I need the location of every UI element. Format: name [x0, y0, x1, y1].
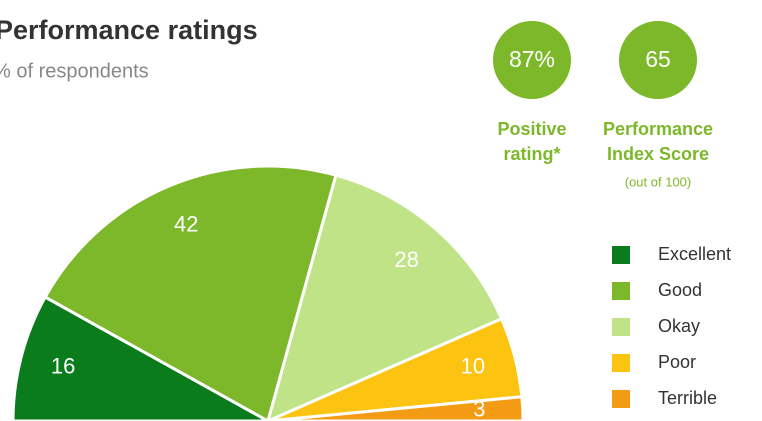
kpi-label: Index Score — [607, 144, 709, 164]
pie-slice — [266, 173, 504, 421]
legend-label: Excellent — [658, 244, 731, 264]
kpi-note: (out of 100) — [625, 174, 692, 189]
legend-swatch — [612, 318, 630, 336]
kpi-label: rating* — [503, 144, 560, 164]
pie-slice — [43, 164, 338, 421]
legend-label: Good — [658, 280, 702, 300]
data-label: 16 — [51, 354, 75, 379]
kpi-circle — [619, 21, 697, 99]
legend-label: Okay — [658, 316, 700, 336]
data-label: 3 — [473, 397, 485, 421]
kpi-value: 87% — [509, 46, 555, 72]
data-label: 10 — [461, 354, 485, 379]
legend-label: Poor — [658, 352, 696, 372]
legend-swatch — [612, 282, 630, 300]
legend-swatch — [612, 246, 630, 264]
legend-swatch — [612, 390, 630, 408]
data-label: 42 — [174, 212, 198, 237]
legend-swatch — [612, 354, 630, 372]
kpi-label: Positive — [497, 119, 566, 139]
chart-subtitle: % of respondents — [0, 60, 149, 82]
kpi-label: Performance — [603, 119, 713, 139]
data-label: 28 — [394, 247, 418, 272]
legend-label: Terrible — [658, 388, 717, 408]
kpi-value: 65 — [645, 46, 671, 72]
pie-slice — [11, 294, 272, 421]
kpi-circle — [493, 21, 571, 99]
chart-title: Performance ratings — [0, 15, 258, 45]
